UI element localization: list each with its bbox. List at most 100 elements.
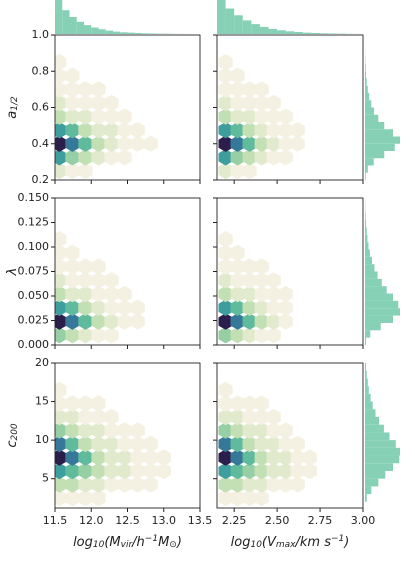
y-tick-label: 5 [42, 472, 49, 485]
hexbin [218, 122, 233, 139]
y-tick-label: 0.6 [32, 101, 50, 114]
hexbin [218, 81, 233, 98]
hexbin [65, 244, 80, 262]
hexbin [130, 122, 145, 139]
histogram-bar [365, 308, 400, 316]
hexbin [104, 122, 119, 139]
hexbin [278, 285, 293, 303]
hexbin [104, 272, 119, 289]
hexbin [242, 449, 257, 466]
histogram-bar [242, 20, 252, 34]
hexbin [91, 313, 106, 330]
panel [55, 54, 158, 180]
hexbin [266, 149, 281, 166]
hexbin [278, 122, 293, 139]
hexbin [278, 299, 293, 316]
histogram-bar [365, 78, 367, 86]
hexbin [242, 422, 257, 439]
histogram-bar [365, 158, 374, 166]
panel [55, 231, 145, 344]
histogram-bar [365, 122, 385, 130]
hexbin [278, 108, 293, 125]
histogram-bar [365, 370, 367, 379]
axis-label: c200 [5, 423, 20, 448]
hexbin [242, 108, 257, 125]
hexbin [242, 162, 257, 180]
axis-label: log10(Mvir/h−1M⊙) [73, 534, 182, 550]
hexbin [55, 299, 67, 316]
hexbin [91, 122, 106, 139]
histogram-bar [365, 93, 370, 101]
hexbin [230, 313, 245, 330]
hexbin [91, 135, 106, 152]
hexbin [230, 108, 245, 125]
histogram-bar [365, 315, 393, 323]
hexbin [104, 149, 119, 166]
hexbin [218, 285, 233, 303]
hexbin [117, 476, 132, 493]
hexbin [278, 422, 293, 439]
hexbin [78, 285, 93, 303]
hexbin [230, 94, 245, 112]
histogram-bar [105, 30, 113, 34]
hexbin [230, 395, 245, 412]
label-part: a [5, 111, 20, 119]
hexbin [104, 327, 119, 344]
hexbin [65, 449, 80, 466]
label-part: max [276, 540, 296, 550]
hexbin [230, 299, 245, 316]
hexbin [78, 122, 93, 139]
hexbin [218, 299, 233, 316]
histogram-bar [365, 100, 372, 108]
x-tick-label: 3.00 [351, 514, 376, 527]
panel-frame [216, 362, 364, 509]
hexbin [290, 449, 305, 466]
hexbin [242, 94, 257, 112]
hexbin [65, 149, 80, 166]
histogram-bar [62, 10, 70, 34]
histogram-bar [365, 363, 367, 371]
histogram-bar [365, 486, 372, 495]
hexbin [65, 476, 80, 493]
hexbin [242, 122, 257, 139]
histogram-bar [365, 242, 369, 250]
hexbin [130, 135, 145, 152]
hexbin [117, 108, 132, 125]
hexbin [65, 462, 80, 480]
hexbin [254, 108, 269, 125]
histogram-bar [365, 107, 375, 115]
histogram-bar [365, 129, 393, 137]
hexbin [230, 435, 245, 453]
hexbin [117, 462, 132, 480]
hexbin [104, 313, 119, 330]
histogram-bar [55, 0, 63, 34]
hexbin [143, 435, 158, 453]
hexbin [65, 122, 80, 139]
label-part: 10 [250, 540, 262, 550]
hexbin [254, 94, 269, 112]
panel [218, 381, 317, 507]
histogram-bar [365, 409, 376, 417]
histogram-bar [320, 33, 329, 34]
hexbin [91, 408, 106, 426]
hexbin [254, 327, 269, 344]
hexbin [78, 108, 93, 125]
hexbin [78, 81, 93, 98]
hexbin [266, 408, 281, 426]
histogram-bar [365, 165, 368, 173]
histogram-bar [328, 33, 338, 34]
hexbin [65, 395, 80, 412]
hexbin [230, 285, 245, 303]
histogram-bar [365, 470, 386, 479]
hexbin [230, 81, 245, 98]
panel [218, 231, 293, 344]
histogram-bar [91, 27, 99, 34]
hexbin [254, 285, 269, 303]
hexbin [65, 299, 80, 316]
hexbin [230, 67, 245, 84]
hexbin [254, 408, 269, 426]
histogram-bar [365, 278, 382, 287]
hexbin [104, 299, 119, 316]
hexbin [266, 135, 281, 152]
histogram-bar [251, 24, 260, 34]
